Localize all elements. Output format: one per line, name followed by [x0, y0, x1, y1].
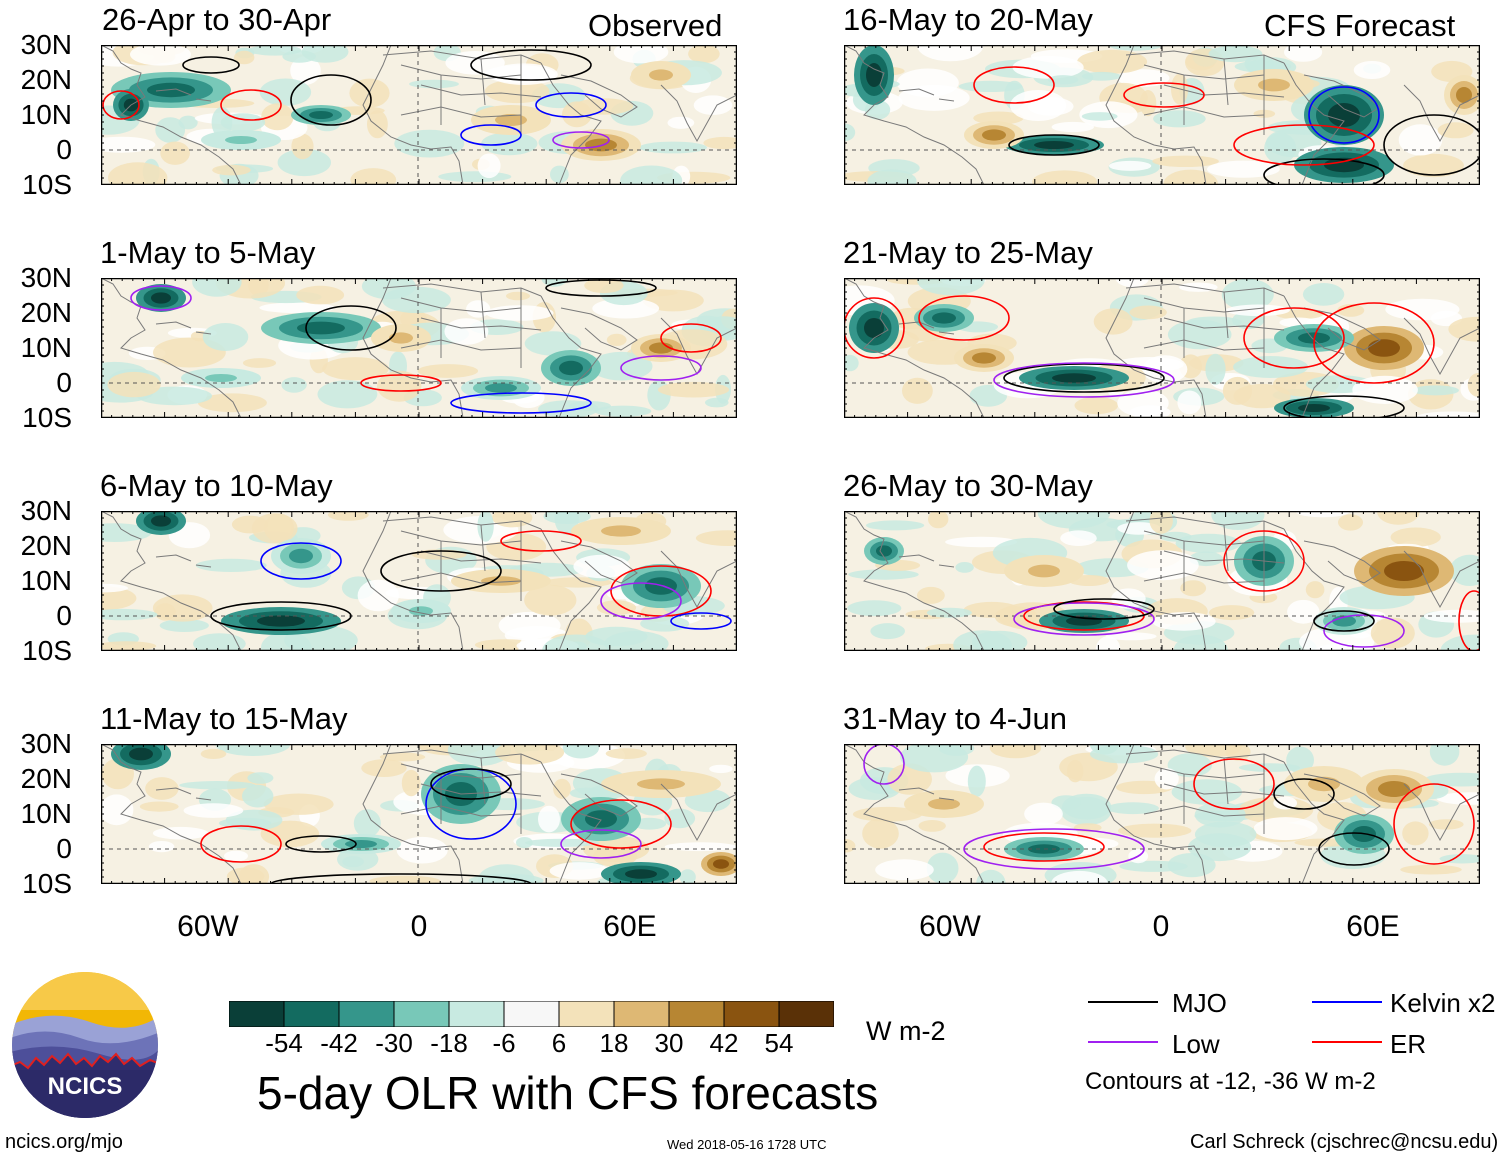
lat-label-1-1: 20N [20, 297, 72, 328]
lat-label-2-4: 10S [22, 635, 72, 666]
colorbar [228, 1000, 835, 1028]
map-panel-left-2 [101, 278, 737, 418]
lat-label-2-1: 20N [20, 530, 72, 561]
observed-label: Observed [588, 8, 723, 43]
colorbar-tick-1: -42 [320, 1028, 358, 1058]
colorbar-tick-9: 54 [764, 1028, 794, 1058]
lat-label-0-2: 10N [20, 99, 72, 130]
legend-label-kelvin: Kelvin x2 [1390, 988, 1496, 1018]
lat-label-2-2: 10N [20, 565, 72, 596]
map-panel-right-2 [844, 278, 1480, 418]
map-panel-right-3 [844, 511, 1480, 651]
lon-label-0-right: 0 [1152, 910, 1170, 943]
map-panel-right-4 [844, 744, 1480, 884]
lat-label-3-4: 10S [22, 868, 72, 899]
timestamp: Wed 2018-05-16 1728 UTC [667, 1137, 827, 1152]
colorbar-tick-0: -54 [265, 1028, 303, 1058]
colorbar-swatch-4 [448, 1000, 505, 1028]
lat-label-0-3: 0 [56, 134, 72, 165]
colorbar-swatch-0 [228, 1000, 285, 1028]
legend-label-mjo: MJO [1172, 988, 1227, 1018]
lat-label-3-2: 10N [20, 798, 72, 829]
panel-title-left-3: 6-May to 10-May [100, 468, 333, 503]
lat-label-1-2: 10N [20, 332, 72, 363]
lat-label-1-0: 30N [20, 262, 72, 293]
lon-label-0-left: 0 [410, 910, 428, 943]
panel-title-right-3: 26-May to 30-May [843, 468, 1093, 503]
map-panel-left-1 [101, 45, 737, 185]
cfs-forecast-label: CFS Forecast [1264, 8, 1456, 43]
colorbar-swatch-9 [723, 1000, 780, 1028]
lon-label-60w-right: 60W [919, 910, 981, 943]
lat-label-0-4: 10S [22, 169, 72, 200]
colorbar-tick-6: 18 [599, 1028, 629, 1058]
legend: MJO Kelvin x2 Low ER [1080, 985, 1505, 1095]
colorbar-swatch-8 [668, 1000, 725, 1028]
colorbar-units: W m-2 [866, 1016, 946, 1046]
lon-label-60e-right: 60E [1346, 910, 1400, 943]
lat-label-3-0: 30N [20, 728, 72, 759]
map-panel-left-3 [101, 511, 737, 651]
svg-text:NCICS: NCICS [48, 1073, 123, 1100]
colorbar-swatch-10 [778, 1000, 835, 1028]
colorbar-swatch-1 [283, 1000, 340, 1028]
lon-label-60w-left: 60W [177, 910, 239, 943]
lat-label-2-3: 0 [56, 600, 72, 631]
lat-label-1-3: 0 [56, 367, 72, 398]
colorbar-swatch-2 [338, 1000, 395, 1028]
colorbar-swatch-3 [393, 1000, 450, 1028]
colorbar-tick-3: -18 [430, 1028, 468, 1058]
colorbar-tick-7: 30 [654, 1028, 684, 1058]
main-title: 5-day OLR with CFS forecasts [257, 1067, 879, 1119]
lat-label-0-1: 20N [20, 64, 72, 95]
colorbar-tick-8: 42 [709, 1028, 739, 1058]
lat-label-3-1: 20N [20, 763, 72, 794]
contour-note: Contours at -12, -36 W m-2 [1085, 1068, 1376, 1095]
lat-label-2-0: 30N [20, 495, 72, 526]
panel-title-left-1: 26-Apr to 30-Apr [102, 2, 332, 37]
ncics-logo: NCICS [10, 970, 160, 1120]
colorbar-swatch-7 [613, 1000, 670, 1028]
colorbar-tick-2: -30 [375, 1028, 413, 1058]
colorbar-tick-4: -6 [492, 1028, 516, 1058]
panel-title-right-1: 16-May to 20-May [843, 2, 1093, 37]
map-panel-right-1 [844, 45, 1480, 185]
lon-label-60e-left: 60E [603, 910, 657, 943]
colorbar-swatch-5 [503, 1000, 560, 1028]
lat-label-3-3: 0 [56, 833, 72, 864]
lat-label-0-0: 30N [20, 29, 72, 60]
panel-title-left-4: 11-May to 15-May [100, 701, 348, 736]
legend-label-er: ER [1390, 1029, 1427, 1059]
map-panel-left-4 [101, 744, 737, 884]
colorbar-tick-5: 6 [551, 1028, 567, 1058]
panel-title-left-2: 1-May to 5-May [100, 235, 316, 270]
legend-label-low: Low [1172, 1029, 1220, 1059]
panel-title-right-2: 21-May to 25-May [843, 235, 1093, 270]
colorbar-swatch-6 [558, 1000, 615, 1028]
panel-title-right-4: 31-May to 4-Jun [843, 701, 1067, 736]
website-link[interactable]: ncics.org/mjo [5, 1131, 123, 1153]
lat-label-1-4: 10S [22, 402, 72, 433]
author-credit: Carl Schreck (cjschrec@ncsu.edu) [1190, 1131, 1499, 1153]
